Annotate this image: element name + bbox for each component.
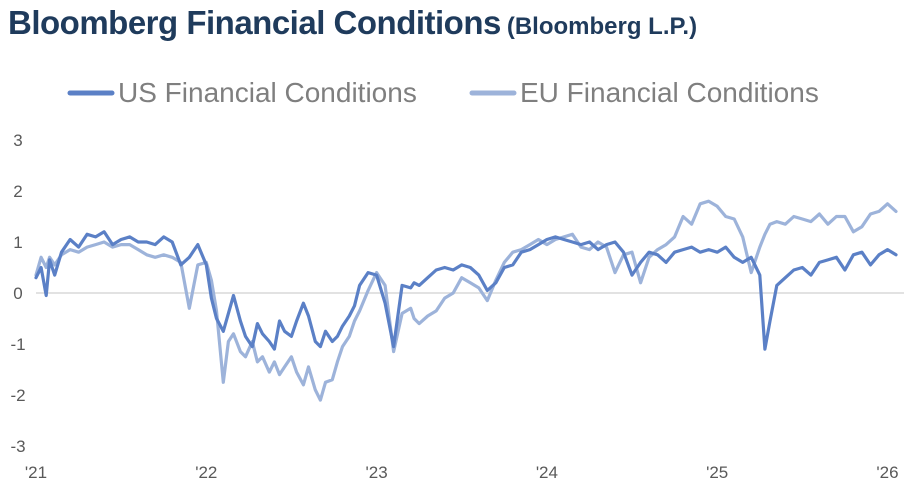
title-row: Bloomberg Financial Conditions (Bloomberg…: [8, 4, 697, 42]
series-line-us: [34, 230, 898, 351]
y-axis-ticks: 3 2 1 0 -1 -2 -3: [10, 131, 25, 456]
y-tick-label: 1: [13, 233, 22, 252]
y-tick-label: -3: [10, 437, 25, 456]
plot-area: [34, 199, 898, 402]
y-tick-label: 2: [13, 182, 22, 201]
series-line-eu: [34, 199, 898, 402]
x-axis-ticks: '21 '22 '23 '24 '25 '26: [25, 463, 899, 482]
x-tick-label: '21: [25, 463, 47, 482]
y-tick-label: 3: [13, 131, 22, 150]
y-tick-label: -1: [10, 335, 25, 354]
y-tick-label: 0: [13, 284, 22, 303]
x-tick-label: '22: [195, 463, 217, 482]
x-tick-label: '24: [536, 463, 558, 482]
chart-title: Bloomberg Financial Conditions: [8, 4, 501, 41]
y-tick-label: -2: [10, 386, 25, 405]
x-tick-label: '25: [706, 463, 728, 482]
x-tick-label: '26: [876, 463, 898, 482]
legend-label-us: US Financial Conditions: [118, 77, 417, 108]
x-tick-label: '23: [366, 463, 388, 482]
chart-subtitle: (Bloomberg L.P.): [506, 13, 698, 40]
legend: US Financial Conditions EU Financial Con…: [67, 77, 819, 108]
legend-label-eu: EU Financial Conditions: [520, 77, 819, 108]
